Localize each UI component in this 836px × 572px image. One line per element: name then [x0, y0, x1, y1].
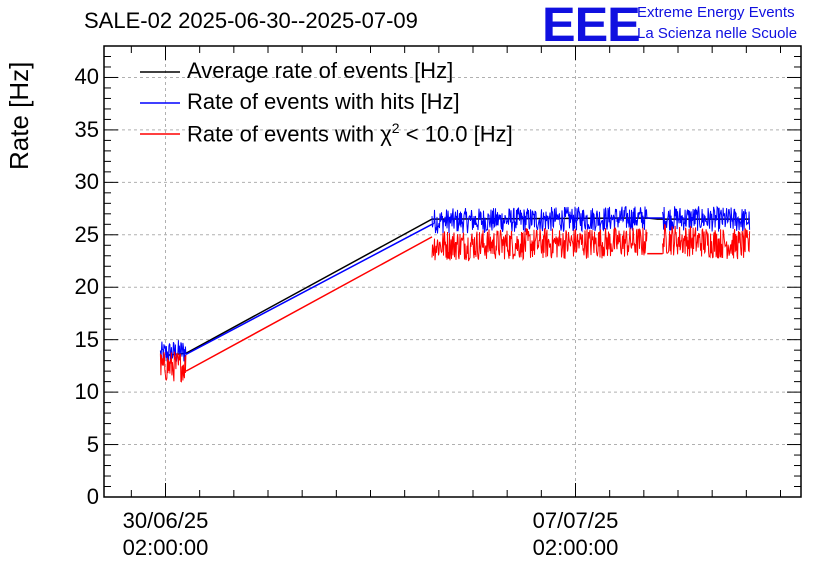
x-tick-date: 07/07/25	[532, 508, 619, 533]
logo-text-line2: La Scienza nelle Scuole	[637, 25, 798, 42]
series-noisy-segment	[431, 226, 648, 262]
legend-label-hits: Rate of events with hits [Hz]	[187, 89, 460, 114]
x-tick-label: 30/06/25 02:00:00	[123, 507, 209, 561]
series-layer	[159, 205, 751, 383]
series-noisy-segment	[159, 351, 187, 383]
series-join-line	[185, 236, 433, 372]
axes	[103, 45, 802, 498]
y-tick-label: 35	[74, 116, 99, 142]
legend-chi2-symbol: χ	[380, 121, 392, 147]
series-noisy-segment	[662, 205, 751, 232]
legend-chi2-tail: < 10.0 [Hz]	[399, 121, 513, 147]
chart-title: SALE-02 2025-06-30--2025-07-09	[84, 8, 418, 33]
logo-text-line1: Extreme Energy Events	[637, 4, 795, 21]
y-tick-label: 10	[74, 379, 99, 405]
x-tick-label: 07/07/25 02:00:00	[533, 507, 619, 561]
legend-lines	[140, 71, 180, 135]
legend-chi2-superscript: 2	[391, 120, 400, 136]
series-noisy-segment	[431, 206, 648, 234]
y-axis-label: Rate [Hz]	[4, 61, 34, 170]
y-tick-label: 0	[86, 484, 99, 509]
series-noisy-segment	[662, 223, 751, 260]
x-tick-time: 02:00:00	[122, 535, 209, 560]
plot-frame	[103, 45, 802, 498]
series-noisy-segment	[159, 340, 187, 363]
legend-label-average: Average rate of events [Hz]	[187, 58, 454, 83]
legend-label-chi2: Rate of events with χ2 < 10.0 [Hz]	[187, 120, 513, 147]
eee-logo-mark: EEE	[542, 0, 641, 52]
x-tick-date: 30/06/25	[122, 508, 209, 533]
y-tick-label: 25	[74, 221, 99, 247]
y-tick-label: 5	[86, 431, 99, 457]
grid-lines	[104, 46, 801, 497]
y-tick-label: 15	[74, 326, 99, 352]
y-tick-label: 30	[74, 169, 99, 195]
series-join-line	[185, 223, 433, 356]
y-tick-label: 40	[74, 64, 99, 90]
y-tick-label: 20	[74, 274, 99, 300]
x-tick-time: 02:00:00	[532, 535, 619, 560]
legend-chi2-main: Rate of events with	[187, 121, 381, 147]
